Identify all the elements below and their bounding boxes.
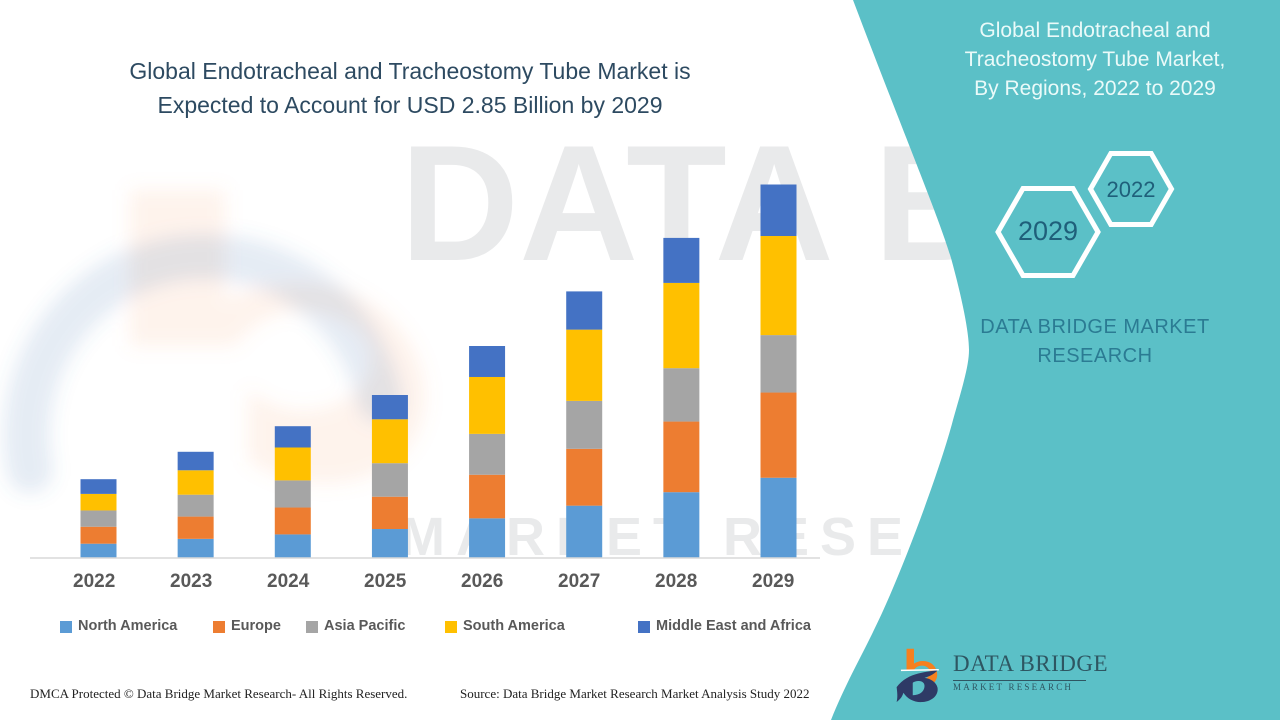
svg-text:2029: 2029: [1018, 216, 1078, 246]
svg-text:2022: 2022: [1107, 177, 1156, 202]
